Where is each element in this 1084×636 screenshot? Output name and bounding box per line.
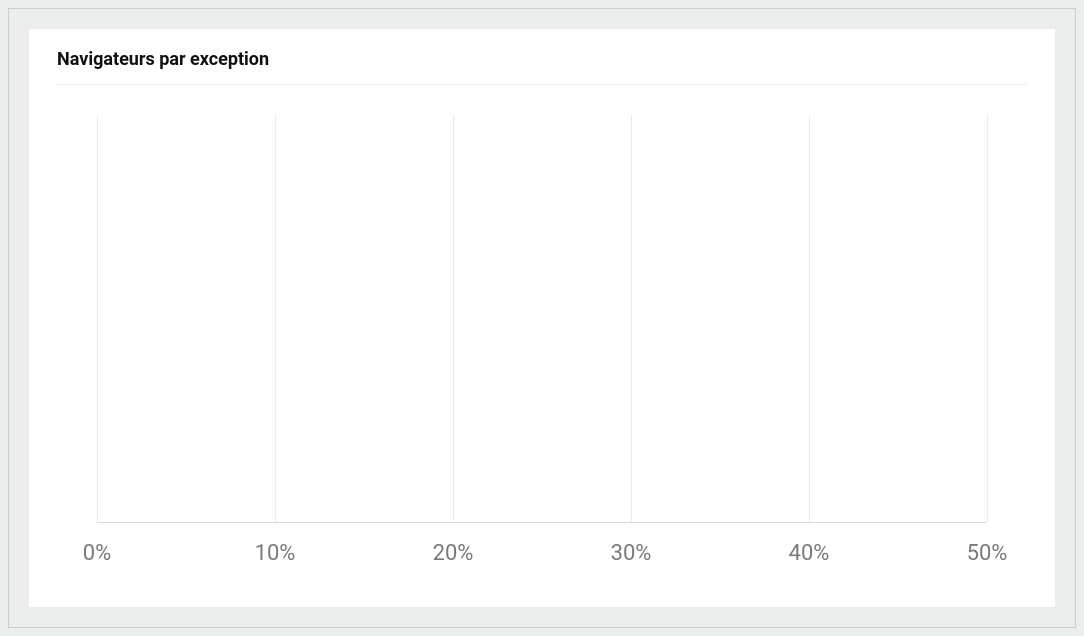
gridline	[631, 115, 632, 522]
plot-area: 0% 10% 20% 30% 40% 50%	[97, 115, 987, 523]
chart-card: Navigateurs par exception 0% 10% 20% 30%…	[29, 29, 1055, 607]
x-axis-tick-label: 40%	[789, 541, 830, 566]
gridline	[453, 115, 454, 522]
chart-container: 0% 10% 20% 30% 40% 50%	[57, 115, 1027, 583]
card-title: Navigateurs par exception	[57, 49, 1027, 85]
gridline	[987, 115, 988, 522]
x-axis-tick-label: 20%	[433, 541, 474, 566]
x-axis-tick-label: 30%	[611, 541, 652, 566]
gridline	[809, 115, 810, 522]
outer-frame: Navigateurs par exception 0% 10% 20% 30%…	[8, 8, 1076, 628]
gridline	[97, 115, 98, 522]
x-axis-tick-label: 10%	[255, 541, 296, 566]
x-axis-tick-label: 50%	[967, 541, 1008, 566]
gridline	[275, 115, 276, 522]
x-axis-tick-label: 0%	[83, 541, 111, 566]
